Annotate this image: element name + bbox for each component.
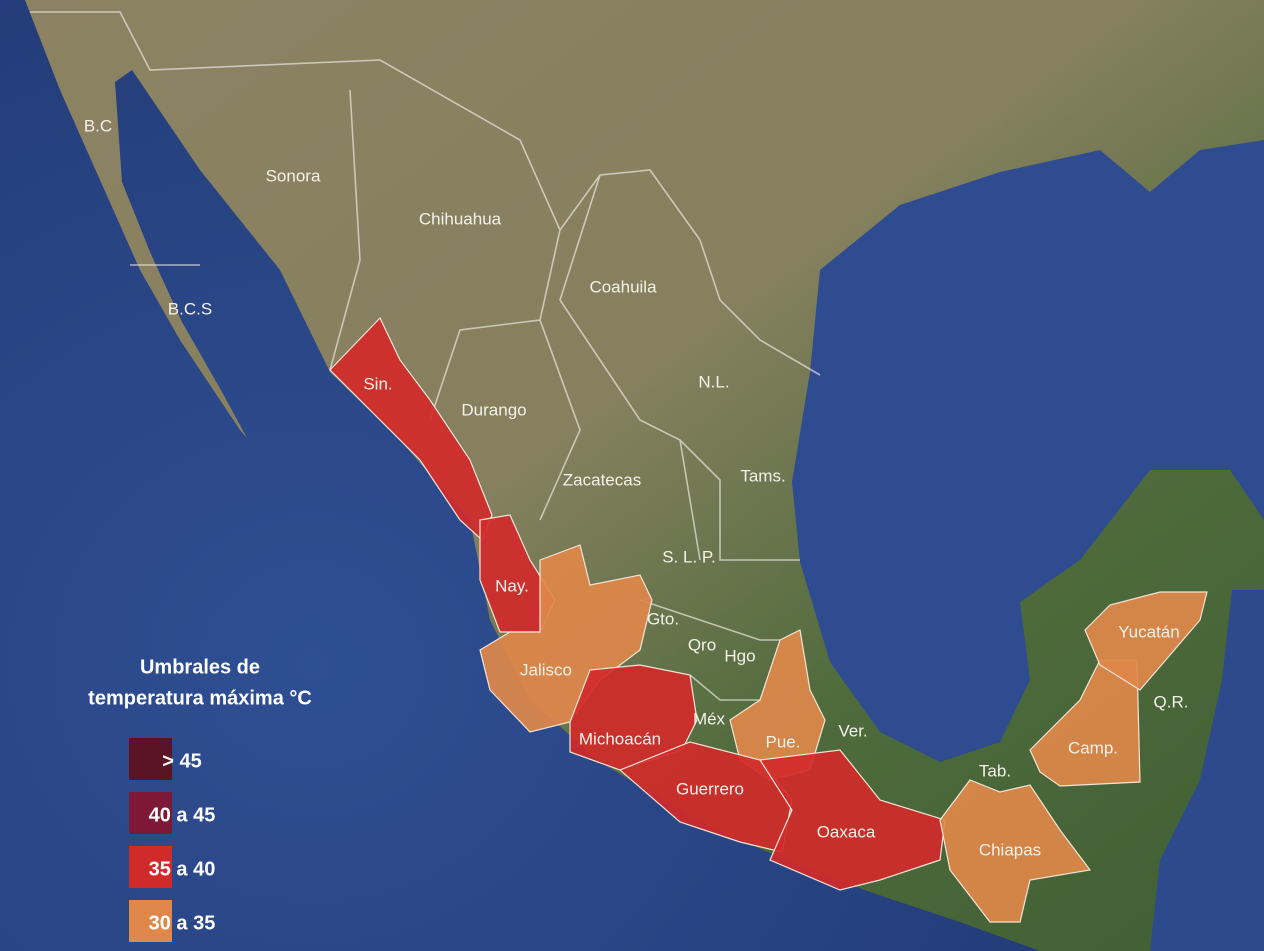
state-area <box>1084 591 1208 691</box>
state-area <box>939 779 1092 923</box>
state-label: Q.R. <box>1154 692 1189 711</box>
state-label: Tams. <box>740 466 785 485</box>
legend-title: temperatura máxima °C <box>88 687 312 709</box>
pacific-ocean <box>0 0 1040 951</box>
state-label: Tab. <box>979 761 1011 780</box>
legend-label: 40 a 45 <box>149 804 216 826</box>
state-label: Coahuila <box>589 277 657 296</box>
state-label: Chihuahua <box>419 209 502 228</box>
legend-label: 30 a 35 <box>149 912 216 934</box>
state-label: Yucatán <box>1118 622 1179 641</box>
state-area <box>569 664 698 771</box>
legend-label: > 45 <box>162 750 201 772</box>
caribbean-sea <box>1150 590 1264 951</box>
state-borders <box>30 11 821 701</box>
state-label: Gto. <box>647 609 679 628</box>
state-label: Sonora <box>266 166 321 185</box>
state-label: Méx <box>693 709 726 728</box>
state-label: Sin. <box>363 374 392 393</box>
legend-swatch <box>129 792 172 834</box>
state-area <box>329 316 493 542</box>
state-label: Camp. <box>1068 738 1118 757</box>
state-label: Nay. <box>495 576 529 595</box>
state-label: Guerrero <box>676 779 744 798</box>
gulf-of-mexico <box>792 140 1264 762</box>
state-label: Chiapas <box>979 840 1041 859</box>
state-label: S. L. P. <box>662 547 716 566</box>
state-label: B.C.S <box>168 299 212 318</box>
state-area <box>1029 659 1141 787</box>
state-area <box>758 749 946 891</box>
state-label: Qro <box>688 635 716 654</box>
legend-title: Umbrales de <box>140 656 260 678</box>
state-label: Oaxaca <box>817 822 876 841</box>
legend-swatch <box>129 900 172 942</box>
state-label: B.C <box>84 116 112 135</box>
state-label: Pue. <box>766 732 801 751</box>
state-label: Durango <box>461 400 526 419</box>
state-label: N.L. <box>698 372 729 391</box>
state-label: Ver. <box>838 721 867 740</box>
legend-swatch <box>129 846 172 888</box>
legend-label: 35 a 40 <box>149 858 216 880</box>
state-label: Jalisco <box>520 660 572 679</box>
state-label: Hgo <box>724 646 755 665</box>
state-label: Zacatecas <box>563 470 641 489</box>
legend-swatch <box>129 738 172 780</box>
state-label: Michoacán <box>579 729 661 748</box>
